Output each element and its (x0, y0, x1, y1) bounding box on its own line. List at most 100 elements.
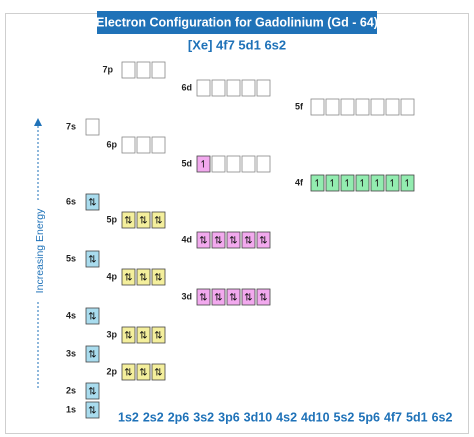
orbital-box (196, 288, 211, 306)
electron: ⇅ (124, 216, 132, 227)
orbital-box (241, 288, 256, 306)
orbital-label: 4d (181, 234, 192, 244)
sequence-item: 5p6 (358, 410, 380, 424)
electron: ⇅ (154, 216, 162, 227)
frame (5, 13, 469, 434)
sequence-item: 3s2 (193, 410, 214, 424)
orbital-label: 5d (181, 158, 192, 168)
sequence-item: 2p6 (168, 410, 190, 424)
electron: ↿ (358, 179, 366, 190)
orbital-box (310, 98, 325, 116)
orbital-label: 3s (66, 348, 76, 358)
electron: ⇅ (199, 293, 207, 304)
orbital-box (400, 98, 415, 116)
electron: ⇅ (124, 368, 132, 379)
electron: ↿ (373, 179, 381, 190)
orbital-box (136, 136, 151, 154)
sequence-item: 3p6 (218, 410, 240, 424)
sequence-item: 6s2 (432, 410, 453, 424)
orbital-box (370, 98, 385, 116)
orbital-label: 5s (66, 253, 76, 263)
orbital-box (226, 79, 241, 97)
orbital-box (400, 174, 415, 192)
sequence-item: 4f7 (384, 410, 402, 424)
orbital-box (256, 79, 271, 97)
sequence-item: 5d1 (406, 410, 428, 424)
orbital-box (136, 326, 151, 344)
electron: ↿ (388, 179, 396, 190)
orbital-box (256, 288, 271, 306)
orbital-label: 4f (295, 177, 304, 187)
orbital-label: 6s (66, 196, 76, 206)
electron: ⇅ (259, 236, 267, 247)
electron: ⇅ (229, 293, 237, 304)
electron: ⇅ (229, 236, 237, 247)
orbital-label: 5p (106, 214, 117, 224)
orbital-box (211, 155, 226, 173)
electron: ⇅ (88, 350, 96, 361)
electron: ⇅ (139, 216, 147, 227)
orbital-box (256, 231, 271, 249)
electron: ⇅ (154, 331, 162, 342)
orbital-box (196, 231, 211, 249)
orbital-box (151, 61, 166, 79)
orbital-box (85, 401, 100, 419)
orbital-box (370, 174, 385, 192)
orbital-box (241, 155, 256, 173)
electron: ⇅ (139, 273, 147, 284)
orbital-box (85, 250, 100, 268)
orbital-box (325, 98, 340, 116)
orbital-label: 3d (181, 291, 192, 301)
orbital-box (256, 155, 271, 173)
sequence-item: 4d10 (301, 410, 330, 424)
orbital-box (211, 231, 226, 249)
orbital-box (211, 79, 226, 97)
orbital-label: 2s (66, 385, 76, 395)
orbital-box (136, 211, 151, 229)
orbital-label: 6p (106, 139, 117, 149)
orbital-box (310, 174, 325, 192)
orbital-box (85, 118, 100, 136)
electron: ⇅ (199, 236, 207, 247)
electron: ⇅ (139, 331, 147, 342)
electron: ⇅ (214, 293, 222, 304)
sequence-item: 4s2 (276, 410, 297, 424)
orbital-box (340, 174, 355, 192)
sequence-item: 3d10 (244, 410, 273, 424)
electron: ⇅ (244, 236, 252, 247)
orbital-box (151, 363, 166, 381)
electron: ⇅ (139, 368, 147, 379)
title-bar (97, 11, 377, 34)
electron: ⇅ (259, 293, 267, 304)
electron: ↿ (313, 179, 321, 190)
orbital-box (226, 155, 241, 173)
electron: ⇅ (124, 331, 132, 342)
orbital-box (355, 98, 370, 116)
electron: ↿ (403, 179, 411, 190)
sequence-item: 5s2 (334, 410, 355, 424)
orbital-box (121, 61, 136, 79)
electron: ⇅ (88, 406, 96, 417)
orbital-box (121, 211, 136, 229)
orbital-label: 7p (102, 64, 113, 74)
electron: ⇅ (88, 312, 96, 323)
electron: ⇅ (88, 198, 96, 209)
title: Electron Configuration for Gadolinium (G… (96, 15, 378, 29)
electron: ⇅ (154, 273, 162, 284)
electron: ⇅ (244, 293, 252, 304)
electron: ⇅ (154, 368, 162, 379)
electron: ⇅ (88, 387, 96, 398)
orbital-box (241, 231, 256, 249)
orbital-label: 6d (181, 82, 192, 92)
energy-arrowhead (34, 118, 42, 126)
electron: ⇅ (124, 273, 132, 284)
orbital-label: 7s (66, 121, 76, 131)
orbital-label: 4s (66, 310, 76, 320)
electron: ⇅ (88, 255, 96, 266)
axis-label: Increasing Energy (34, 208, 46, 293)
orbital-box (196, 79, 211, 97)
orbital-box (136, 61, 151, 79)
orbital-box (211, 288, 226, 306)
orbital-box (85, 307, 100, 325)
electron: ↿ (199, 160, 207, 171)
